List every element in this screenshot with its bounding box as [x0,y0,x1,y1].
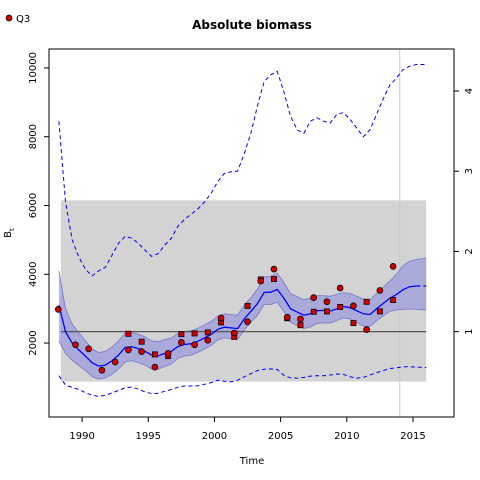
observation-square [204,329,211,336]
observation-point [363,326,370,333]
observation-square [310,308,317,315]
observation-square [138,338,145,345]
y-axis-label-subscript: t [8,228,16,231]
observation-square [178,331,185,338]
observation-square [191,330,198,337]
observation-point [350,302,357,310]
observation-point [111,358,119,366]
legend-label: Q3 [16,14,30,25]
x-tick-label: 2005 [268,431,293,442]
legend-marker [5,14,13,22]
y-axis-label: Bt [3,228,16,238]
lower-bound-line [58,366,427,397]
observation-point [336,284,344,292]
observation-point [230,329,238,337]
y-tick-label: 6000 [28,193,39,218]
observation-square [390,297,397,304]
observation-point [54,306,62,313]
x-axis-label: Time [239,456,264,467]
x-tick-label: 2000 [202,431,227,442]
confidence-band [58,257,427,380]
svg-text:Bt: Bt [3,228,16,238]
observation-square [323,308,330,315]
observation-point [376,287,384,294]
observation-square [271,276,277,283]
observation-point [244,318,251,326]
y2-tick-label: 1 [464,328,475,334]
observation-point [98,366,106,374]
observation-square [125,330,132,337]
observation-square [297,322,304,329]
observation-point [204,336,212,344]
observation-point [257,277,265,285]
observation-point [191,341,198,349]
observation-square [363,298,370,305]
observation-point [217,314,225,322]
observation-point [151,363,159,371]
observation-square [151,351,158,358]
legend: Q3 [5,14,30,25]
observation-point [138,348,145,356]
observation-point [125,346,132,354]
upper-bound-line [58,64,427,277]
y-tick-label: 4000 [28,262,39,287]
observation-point [178,339,185,346]
y-tick-label: 10000 [28,52,39,84]
observation-point [283,313,291,321]
observation-point [164,350,172,357]
x-tick-label: 1990 [69,431,94,442]
x-tick-label: 2010 [334,431,359,442]
observation-square [376,308,383,315]
observation-square [244,302,251,309]
observation-point [72,341,79,349]
observation-point [85,345,93,353]
y-tick-label: 8000 [28,124,39,149]
y2-tick-label: 3 [464,168,475,174]
observation-square [350,320,357,327]
observation-point [270,265,278,273]
axes-layer: 1990 1995 2000 2005 2010 2015 2000 4000 6000 8000… [28,52,475,442]
plot-frame [48,48,455,418]
y2-tick-label: 2 [464,248,475,254]
x-tick-label: 2015 [400,431,425,442]
band-lower-edge [58,301,427,380]
observation-point [323,298,331,306]
observation-square [337,303,344,310]
observation-point [297,315,304,323]
y2-tick-label: 4 [464,88,475,94]
x-tick-label: 1995 [136,431,161,442]
estimate-line [58,285,417,367]
y-axis-label-main: B [3,231,14,238]
y-tick-label: 2000 [28,330,39,355]
observation-point [389,263,397,270]
chart-title: Absolute biomass [192,18,312,32]
observation-layer [54,263,397,374]
observation-point [310,294,318,302]
